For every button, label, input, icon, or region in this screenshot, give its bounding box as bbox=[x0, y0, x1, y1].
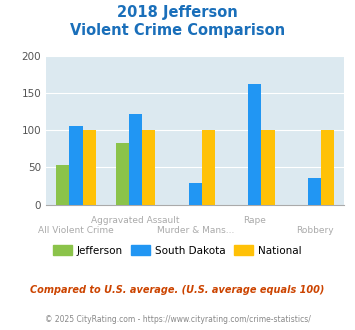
Text: Murder & Mans...: Murder & Mans... bbox=[157, 226, 234, 235]
Bar bbox=[261, 130, 274, 205]
Bar bbox=[142, 130, 155, 205]
Bar bbox=[82, 130, 95, 205]
Bar bbox=[248, 83, 261, 205]
Bar bbox=[202, 130, 215, 205]
Text: © 2025 CityRating.com - https://www.cityrating.com/crime-statistics/: © 2025 CityRating.com - https://www.city… bbox=[45, 315, 310, 324]
Text: Robbery: Robbery bbox=[296, 226, 333, 235]
Bar bbox=[129, 114, 142, 205]
Text: Aggravated Assault: Aggravated Assault bbox=[91, 216, 180, 225]
Text: Rape: Rape bbox=[244, 216, 266, 225]
Bar bbox=[116, 143, 129, 205]
Legend: Jefferson, South Dakota, National: Jefferson, South Dakota, National bbox=[49, 241, 306, 260]
Text: All Violent Crime: All Violent Crime bbox=[38, 226, 114, 235]
Bar bbox=[70, 126, 82, 205]
Bar bbox=[189, 183, 202, 205]
Text: Compared to U.S. average. (U.S. average equals 100): Compared to U.S. average. (U.S. average … bbox=[30, 285, 325, 295]
Bar bbox=[308, 178, 321, 205]
Text: Violent Crime Comparison: Violent Crime Comparison bbox=[70, 23, 285, 38]
Bar bbox=[56, 164, 70, 205]
Text: 2018 Jefferson: 2018 Jefferson bbox=[117, 5, 238, 20]
Bar bbox=[321, 130, 334, 205]
